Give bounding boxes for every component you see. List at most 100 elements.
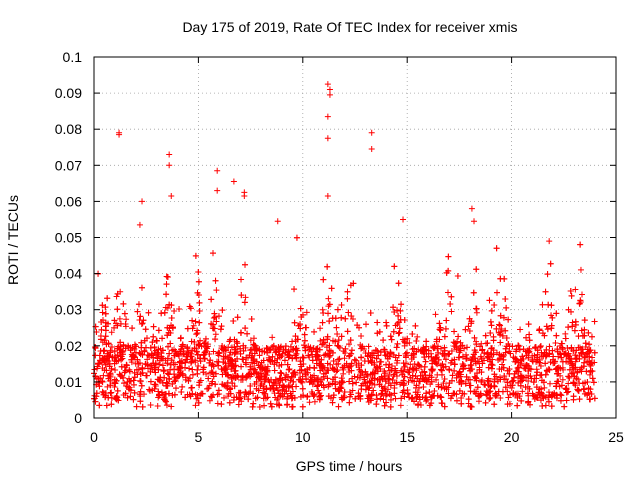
data-point — [380, 396, 387, 403]
data-point — [335, 337, 342, 344]
data-points — [91, 81, 598, 411]
data-point — [537, 363, 544, 370]
data-point — [358, 362, 365, 369]
x-tick-label: 15 — [399, 429, 415, 445]
data-point — [164, 274, 171, 281]
data-point — [451, 367, 458, 374]
data-point — [503, 304, 510, 311]
data-point — [559, 346, 566, 353]
data-point — [526, 331, 533, 338]
data-point — [548, 403, 555, 410]
data-point — [433, 336, 440, 343]
data-point — [172, 377, 179, 384]
data-point — [589, 375, 596, 382]
data-point — [141, 348, 148, 355]
data-point — [303, 309, 310, 316]
y-tick-label: 0.02 — [55, 338, 82, 354]
data-point — [398, 395, 405, 402]
data-point — [210, 314, 217, 321]
y-tick-label: 0.03 — [55, 302, 82, 318]
data-point — [191, 338, 198, 345]
data-point — [383, 319, 390, 326]
data-point — [465, 323, 472, 330]
data-point — [543, 323, 550, 330]
data-point — [440, 380, 447, 387]
data-point — [473, 341, 480, 348]
data-point — [477, 343, 484, 350]
data-point — [317, 337, 324, 344]
data-point — [317, 325, 324, 332]
data-point — [147, 378, 154, 385]
data-point — [557, 391, 564, 398]
y-tick-label: 0.01 — [55, 374, 82, 390]
data-point — [570, 370, 577, 377]
data-point — [463, 355, 470, 362]
data-point — [311, 398, 318, 405]
y-tick-label: 0.04 — [55, 266, 82, 282]
data-point — [448, 308, 455, 315]
data-point — [395, 330, 402, 337]
x-tick-label: 20 — [504, 429, 520, 445]
data-point — [267, 400, 274, 407]
data-point — [496, 365, 503, 372]
data-point — [349, 380, 356, 387]
data-point — [136, 391, 143, 398]
data-point — [213, 287, 220, 294]
data-point — [574, 386, 581, 393]
data-point — [336, 355, 343, 362]
data-point — [214, 400, 221, 407]
data-point — [112, 366, 119, 373]
data-point — [474, 384, 481, 391]
data-point — [491, 401, 498, 408]
data-point — [155, 346, 162, 353]
data-point — [349, 387, 356, 394]
data-point — [147, 402, 154, 409]
data-point — [581, 390, 588, 397]
data-point — [530, 379, 537, 386]
data-point — [534, 369, 541, 376]
data-point — [208, 320, 215, 327]
grid-lines — [94, 57, 616, 418]
data-point — [123, 316, 130, 323]
data-point — [545, 301, 552, 308]
data-point — [338, 314, 345, 321]
data-point — [168, 314, 175, 321]
data-point — [212, 331, 219, 338]
y-axis-title: ROTI / TECUs — [5, 195, 21, 285]
data-point — [299, 373, 306, 380]
data-point — [154, 402, 161, 409]
data-point — [334, 306, 341, 313]
data-point — [217, 326, 224, 333]
data-point — [238, 376, 245, 383]
data-point — [525, 378, 532, 385]
x-tick-label: 25 — [608, 429, 624, 445]
data-point — [395, 280, 402, 287]
data-point — [270, 386, 277, 393]
data-point — [108, 343, 115, 350]
data-point — [251, 342, 258, 349]
data-point — [370, 387, 377, 394]
data-point — [531, 375, 538, 382]
data-point — [407, 361, 414, 368]
data-point — [420, 384, 427, 391]
data-point — [486, 297, 493, 304]
data-point — [211, 313, 218, 320]
data-point — [202, 339, 209, 346]
data-point — [374, 319, 381, 326]
chart-title: Day 175 of 2019, Rate Of TEC Index for r… — [182, 19, 517, 35]
data-point — [397, 402, 404, 409]
data-point — [346, 399, 353, 406]
data-point — [541, 384, 548, 391]
y-tick-label: 0.05 — [55, 230, 82, 246]
data-point — [414, 333, 421, 340]
data-point — [377, 395, 384, 402]
data-point — [269, 334, 276, 341]
x-axis-title: GPS time / hours — [296, 458, 403, 474]
data-point — [519, 353, 526, 360]
data-point — [441, 403, 448, 410]
data-point — [159, 362, 166, 369]
data-point — [242, 294, 249, 301]
data-point — [320, 336, 327, 343]
data-point — [498, 326, 505, 333]
